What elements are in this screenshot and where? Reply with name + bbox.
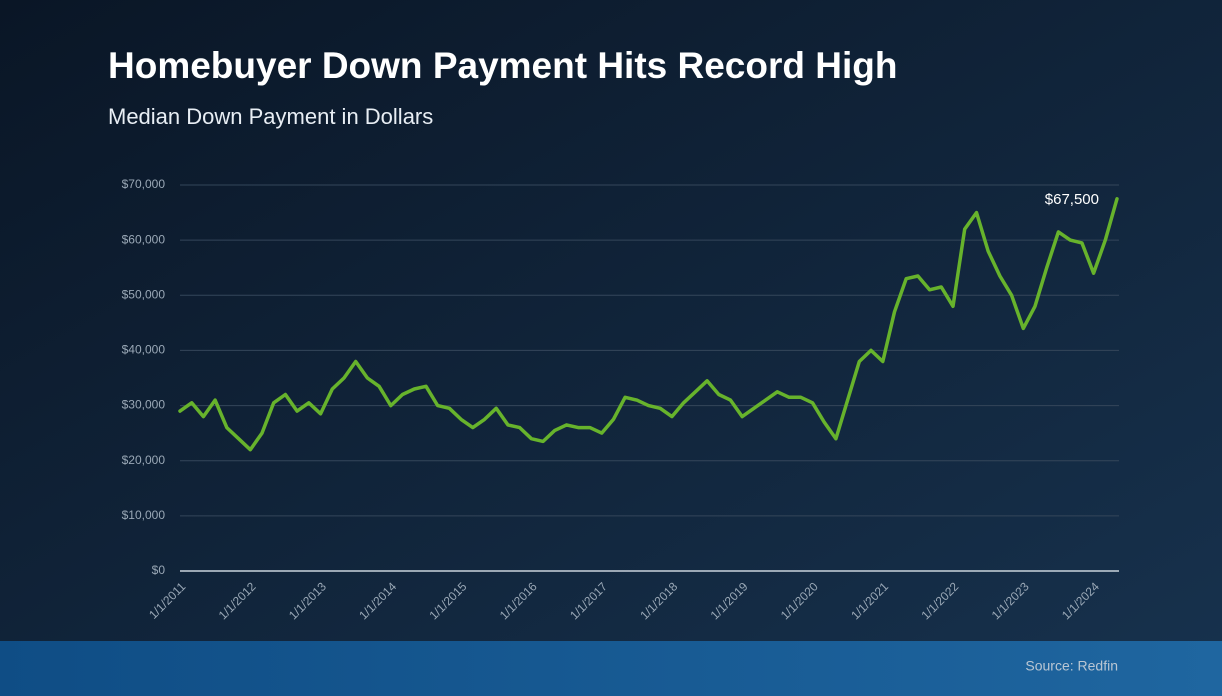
y-tick-label: $40,000 — [122, 343, 166, 357]
y-tick-label: $50,000 — [122, 287, 166, 301]
y-tick-label: $70,000 — [122, 177, 166, 191]
data-label: $67,500 — [1045, 191, 1099, 208]
y-tick-label: $10,000 — [122, 508, 166, 522]
y-tick-label: $30,000 — [122, 398, 166, 412]
footer-band — [0, 641, 1222, 696]
y-tick-label: $60,000 — [122, 232, 166, 246]
chart-title: Homebuyer Down Payment Hits Record High — [108, 45, 897, 86]
line — [178, 197, 1119, 452]
source: Source: Redfin — [1025, 658, 1118, 674]
chart-subtitle: Median Down Payment in Dollars — [108, 104, 433, 129]
y-tick-label: $20,000 — [122, 453, 166, 467]
y-tick-label: $0 — [152, 563, 166, 577]
